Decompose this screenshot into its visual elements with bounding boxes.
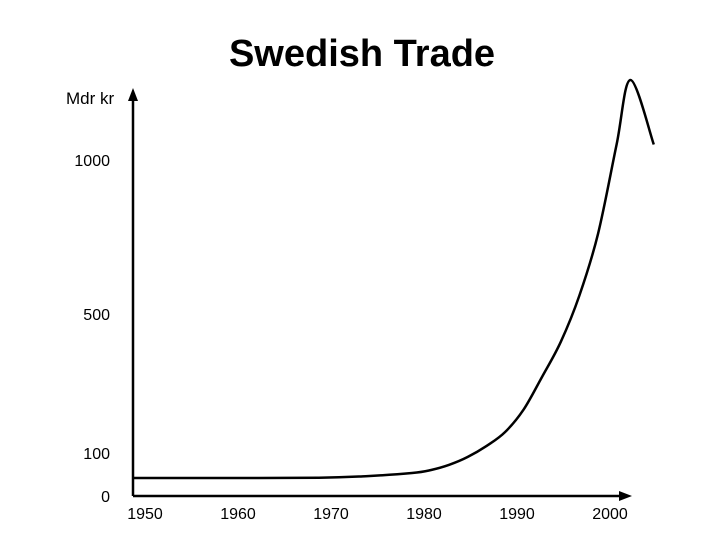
x-tick-labels: 1950 1960 1970 1980 1990 2000 — [127, 506, 628, 523]
x-tick-label: 1950 — [127, 506, 163, 523]
series-layer — [133, 78, 655, 480]
y-axis-arrow-icon — [128, 88, 138, 101]
x-tick-label: 1970 — [313, 506, 349, 523]
y-axis-label: Mdr kr — [66, 89, 115, 108]
y-tick-labels: 0 100 500 1000 — [74, 153, 110, 506]
x-tick-label: 1960 — [220, 506, 256, 523]
y-tick-label: 1000 — [74, 153, 110, 170]
y-tick-label: 0 — [101, 489, 110, 506]
series-line-0 — [133, 78, 655, 480]
x-axis-arrow-icon — [619, 491, 632, 501]
chart-title: Swedish Trade — [229, 33, 495, 75]
x-tick-label: 2000 — [592, 506, 628, 523]
x-tick-label: 1990 — [499, 506, 535, 523]
y-tick-label: 100 — [83, 446, 110, 463]
x-tick-label: 1980 — [406, 506, 442, 523]
y-tick-label: 500 — [83, 307, 110, 324]
